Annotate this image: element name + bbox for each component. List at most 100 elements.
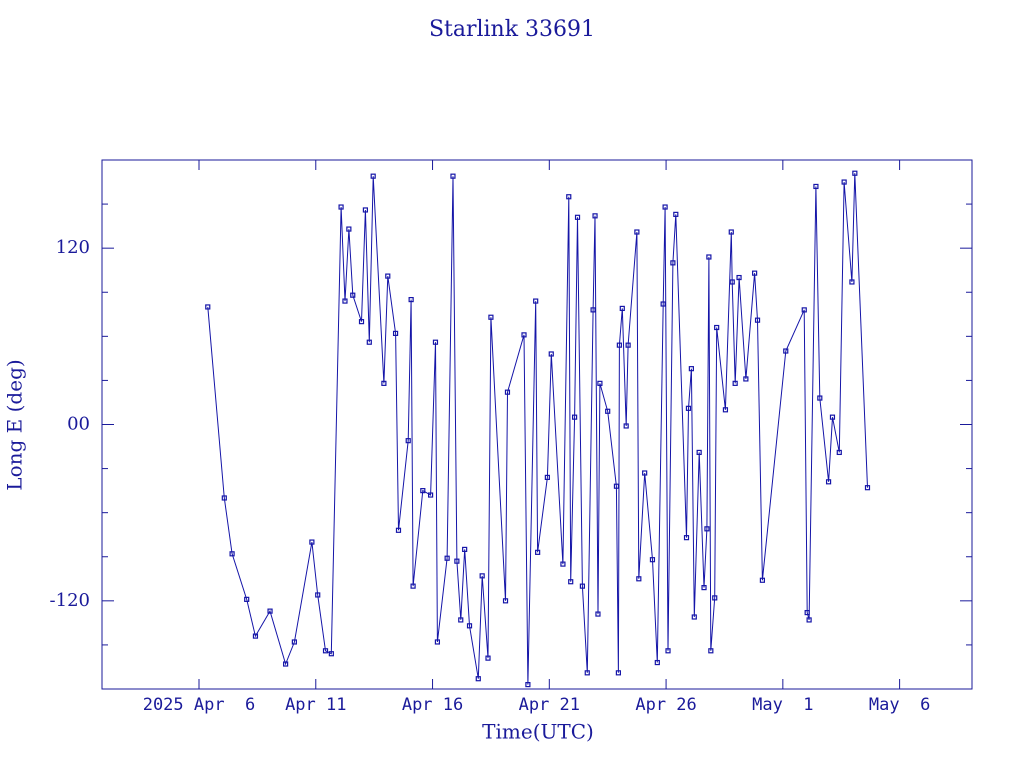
point-marker <box>362 207 369 213</box>
point-marker <box>623 423 629 429</box>
point-marker <box>358 319 365 325</box>
point-marker <box>229 551 235 557</box>
x-axis-label: Time(UTC) <box>482 720 594 744</box>
point-marker <box>636 576 642 582</box>
point-marker <box>806 617 812 623</box>
y-tick-label: 120 <box>56 237 90 258</box>
y-tick-label: 00 <box>67 414 90 435</box>
point-marker <box>706 254 712 260</box>
point-marker <box>488 314 494 320</box>
point-marker <box>654 659 660 666</box>
point-marker <box>752 270 758 276</box>
point-marker <box>708 648 714 654</box>
x-tick-label: Apr 11 <box>285 695 346 715</box>
point-marker <box>342 298 348 304</box>
point-marker <box>649 557 656 563</box>
point-marker <box>592 213 598 219</box>
point-marker <box>385 273 391 279</box>
x-tick-label: Apr 26 <box>635 695 696 715</box>
point-marker <box>829 414 836 420</box>
point-marker <box>590 307 596 313</box>
point-marker <box>660 301 666 307</box>
point-marker <box>605 408 611 414</box>
point-marker <box>533 298 539 304</box>
point-marker <box>322 648 329 654</box>
point-marker <box>817 395 823 401</box>
point-marker <box>754 317 761 323</box>
point-marker <box>704 526 710 532</box>
point-marker <box>408 296 414 303</box>
series-line <box>207 173 868 685</box>
point-marker <box>584 670 590 676</box>
point-marker <box>759 577 766 583</box>
point-marker <box>743 376 749 382</box>
point-marker <box>613 483 620 489</box>
point-marker <box>665 648 671 654</box>
point-marker <box>625 342 631 348</box>
point-marker <box>427 492 434 498</box>
point-marker <box>346 226 352 232</box>
y-tick-label: -120 <box>50 590 90 611</box>
point-marker <box>836 449 842 456</box>
point-marker <box>783 348 789 354</box>
point-marker <box>595 611 601 617</box>
point-marker <box>616 342 622 348</box>
point-marker <box>291 639 297 645</box>
point-marker <box>548 351 554 357</box>
point-marker <box>267 608 273 614</box>
point-marker <box>458 617 464 623</box>
point-marker <box>849 279 855 285</box>
point-marker <box>722 407 729 413</box>
point-marker <box>634 229 640 235</box>
x-tick-label: May 1 <box>752 695 813 715</box>
point-marker <box>670 260 676 266</box>
point-marker <box>825 479 832 485</box>
point-marker <box>221 495 227 501</box>
point-marker <box>504 389 511 395</box>
point-marker <box>732 380 738 386</box>
point-marker <box>683 535 690 541</box>
point-marker <box>566 194 572 200</box>
point-marker <box>579 583 585 589</box>
point-marker <box>244 596 250 602</box>
point-marker <box>370 173 376 179</box>
point-marker <box>338 204 344 210</box>
point-marker <box>662 204 668 210</box>
point-marker <box>801 307 807 313</box>
x-tick-label: Apr 16 <box>402 695 463 715</box>
point-marker <box>696 449 702 456</box>
point-marker <box>450 173 456 179</box>
point-marker <box>736 274 742 281</box>
point-marker <box>642 470 648 476</box>
point-marker <box>841 179 847 185</box>
point-marker <box>309 539 315 545</box>
point-marker <box>568 579 574 585</box>
point-marker <box>712 595 718 601</box>
point-marker <box>392 330 399 336</box>
point-marker <box>366 339 372 345</box>
point-marker <box>485 655 491 661</box>
point-marker <box>544 474 550 480</box>
point-marker <box>597 380 603 386</box>
point-marker <box>475 676 481 682</box>
point-marker <box>852 170 858 176</box>
point-marker <box>560 561 566 567</box>
point-marker <box>804 609 810 616</box>
point-marker <box>525 681 531 688</box>
point-marker <box>405 438 411 444</box>
chart-title: Starlink 33691 <box>429 17 595 42</box>
point-marker <box>381 380 387 386</box>
point-marker <box>813 183 819 190</box>
point-marker <box>688 366 694 372</box>
point-marker <box>615 670 621 676</box>
point-marker <box>714 324 720 331</box>
point-marker <box>454 558 460 564</box>
point-marker <box>350 292 356 298</box>
x-tick-label: May 6 <box>869 695 930 715</box>
point-marker <box>864 485 871 491</box>
point-marker <box>252 633 259 639</box>
point-marker <box>479 573 485 579</box>
point-marker <box>535 549 541 555</box>
point-marker <box>315 592 321 598</box>
point-marker <box>673 211 679 217</box>
